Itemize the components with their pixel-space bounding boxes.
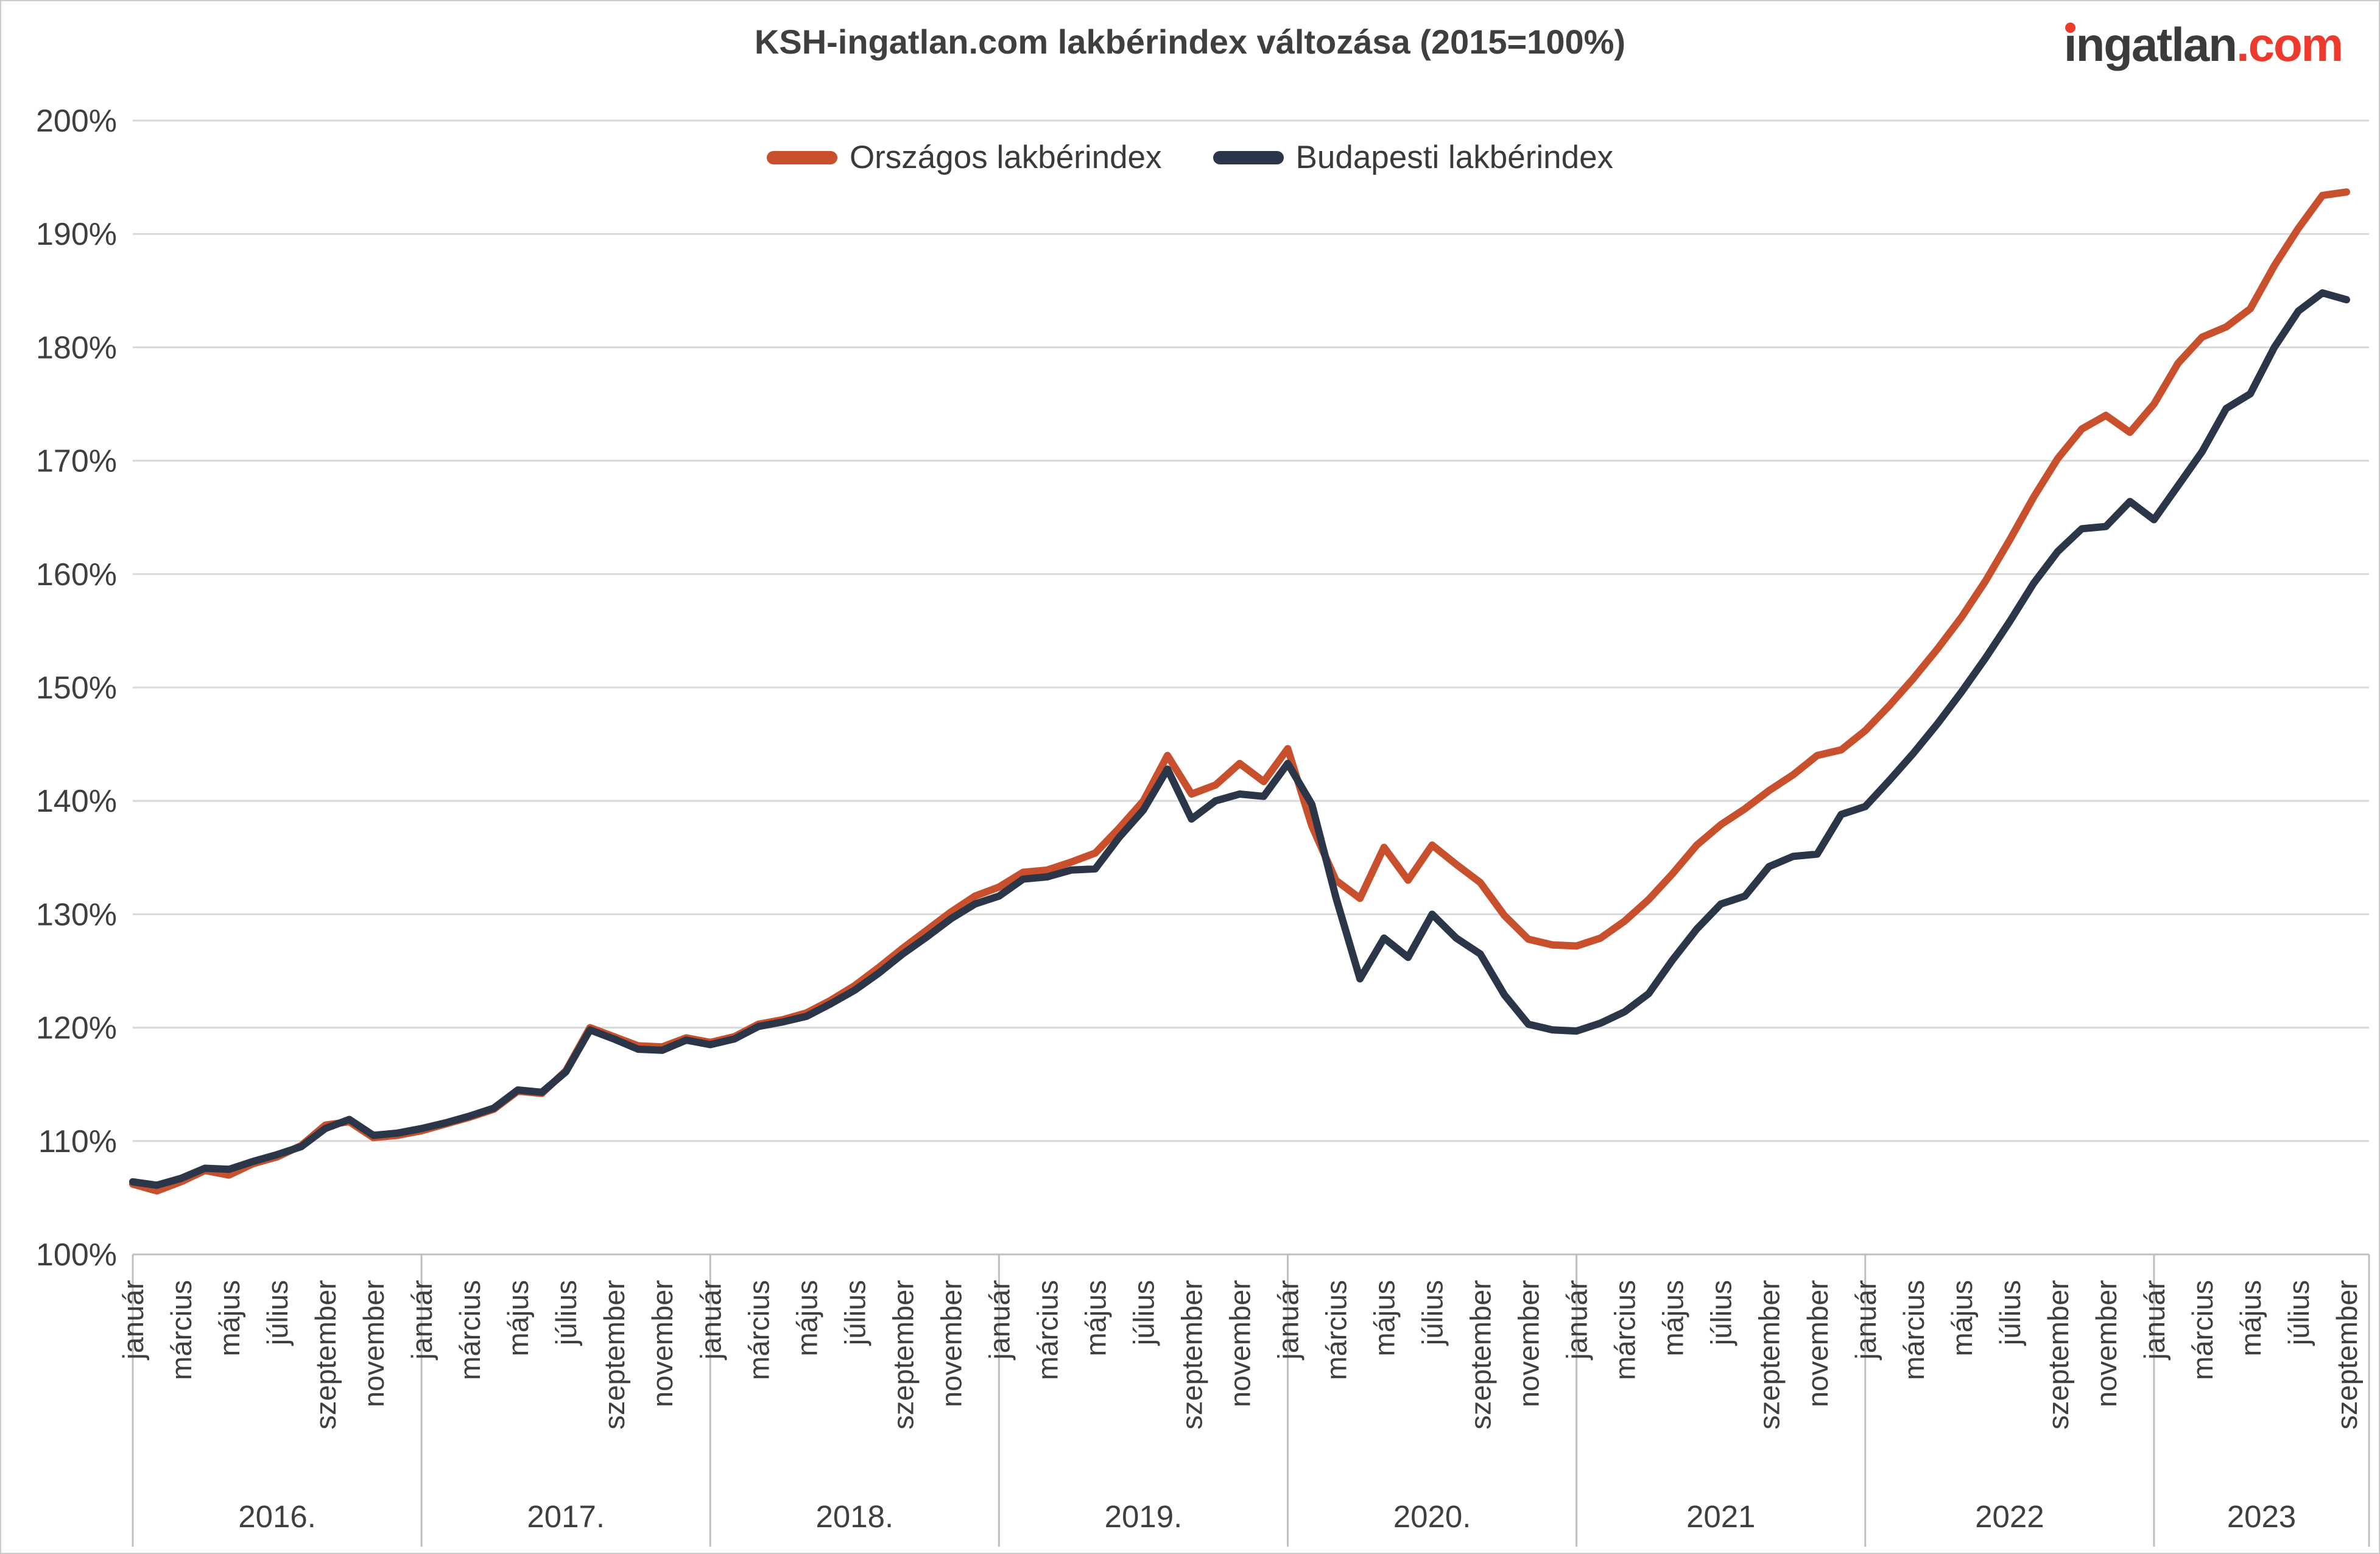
- month-tick-label: március: [1320, 1280, 1353, 1380]
- month-tick-label: július: [550, 1280, 582, 1346]
- month-tick-label: március: [2186, 1280, 2219, 1380]
- year-label: 2023: [2227, 1499, 2296, 1534]
- year-label: 2016.: [238, 1499, 316, 1534]
- month-tick-label: március: [454, 1280, 486, 1380]
- legend-label-orszagos: Országos lakbérindex: [849, 139, 1162, 175]
- month-tick-label: május: [213, 1280, 245, 1356]
- legend-item-budapesti: Budapesti lakbérindex: [1213, 139, 1614, 176]
- month-tick-label: szeptember: [887, 1280, 919, 1430]
- month-tick-label: január: [983, 1280, 1015, 1361]
- series-line-orszagos: [129, 188, 2350, 1195]
- month-tick-label: január: [1272, 1280, 1304, 1361]
- legend-label-budapesti: Budapesti lakbérindex: [1295, 139, 1614, 175]
- month-tick-label: január: [1561, 1280, 1593, 1361]
- year-label: 2019.: [1105, 1499, 1183, 1534]
- month-tick-label: szeptember: [2331, 1280, 2363, 1430]
- y-axis-tick-label: 160%: [36, 557, 117, 592]
- month-tick-label: március: [1898, 1280, 1930, 1380]
- year-label: 2020.: [1393, 1499, 1471, 1534]
- month-tick-label: március: [1031, 1280, 1063, 1380]
- month-tick-label: január: [406, 1280, 438, 1361]
- legend-swatch-orszagos: [766, 150, 837, 164]
- y-axis-tick-label: 100%: [36, 1237, 117, 1273]
- month-tick-label: július: [1127, 1280, 1160, 1346]
- month-tick-label: november: [1801, 1280, 1834, 1407]
- month-tick-label: március: [742, 1280, 775, 1380]
- chart-title: KSH-ingatlan.com lakbérindex változása (…: [754, 23, 1626, 61]
- month-tick-label: május: [1368, 1280, 1401, 1356]
- logo-i-dot-icon: i: [2063, 18, 2077, 71]
- month-tick-label: november: [935, 1280, 967, 1407]
- month-tick-label: május: [1946, 1280, 1978, 1356]
- year-label: 2017.: [527, 1499, 605, 1534]
- month-tick-label: január: [117, 1280, 149, 1361]
- y-axis-tick-label: 150%: [36, 670, 117, 706]
- month-tick-label: május: [2234, 1280, 2267, 1356]
- y-axis-tick-label: 190%: [36, 217, 117, 252]
- month-tick-label: március: [165, 1280, 197, 1380]
- month-tick-label: november: [1224, 1280, 1256, 1407]
- month-tick-label: szeptember: [1753, 1280, 1786, 1430]
- y-axis-tick-label: 140%: [36, 784, 117, 819]
- legend-swatch-budapesti: [1213, 150, 1284, 164]
- logo-main-text: ngatlan: [2075, 18, 2237, 71]
- month-tick-label: július: [1417, 1280, 1449, 1346]
- month-tick-label: november: [646, 1280, 678, 1407]
- month-tick-label: január: [1850, 1280, 1882, 1361]
- y-axis-tick-label: 180%: [36, 330, 117, 365]
- month-tick-label: szeptember: [1465, 1280, 1497, 1430]
- y-axis-tick-label: 130%: [36, 897, 117, 932]
- month-tick-label: május: [1079, 1280, 1111, 1356]
- month-tick-label: november: [1513, 1280, 1545, 1407]
- year-label: 2021: [1686, 1499, 1755, 1534]
- month-tick-label: november: [357, 1280, 390, 1407]
- month-tick-label: szeptember: [2042, 1280, 2074, 1430]
- month-tick-label: szeptember: [1175, 1280, 1208, 1430]
- month-tick-label: január: [694, 1280, 727, 1361]
- month-tick-label: november: [2090, 1280, 2122, 1407]
- y-axis-tick-label: 110%: [38, 1124, 117, 1159]
- month-tick-label: július: [839, 1280, 871, 1346]
- month-tick-label: május: [790, 1280, 823, 1356]
- month-tick-label: szeptember: [598, 1280, 630, 1430]
- y-axis-tick-label: 200%: [36, 104, 117, 139]
- month-tick-label: május: [502, 1280, 534, 1356]
- month-tick-label: január: [2138, 1280, 2171, 1361]
- month-tick-label: május: [1657, 1280, 1689, 1356]
- month-tick-label: március: [1609, 1280, 1641, 1380]
- month-tick-label: július: [261, 1280, 294, 1346]
- y-axis-tick-label: 120%: [36, 1011, 117, 1046]
- y-axis-tick-label: 170%: [36, 444, 117, 479]
- series-line-budapesti: [129, 289, 2350, 1189]
- logo-com-text: .com: [2236, 18, 2343, 71]
- month-tick-label: szeptember: [309, 1280, 342, 1430]
- year-label: 2022: [1975, 1499, 2044, 1534]
- year-label: 2018.: [816, 1499, 894, 1534]
- month-tick-label: július: [2283, 1280, 2315, 1346]
- legend-item-orszagos: Országos lakbérindex: [766, 139, 1162, 176]
- month-tick-label: július: [1994, 1280, 2026, 1346]
- ingatlan-logo: ingatlan.com: [2063, 17, 2343, 72]
- chart-legend: Országos lakbérindex Budapesti lakbérind…: [0, 139, 2380, 176]
- month-tick-label: július: [1705, 1280, 1737, 1346]
